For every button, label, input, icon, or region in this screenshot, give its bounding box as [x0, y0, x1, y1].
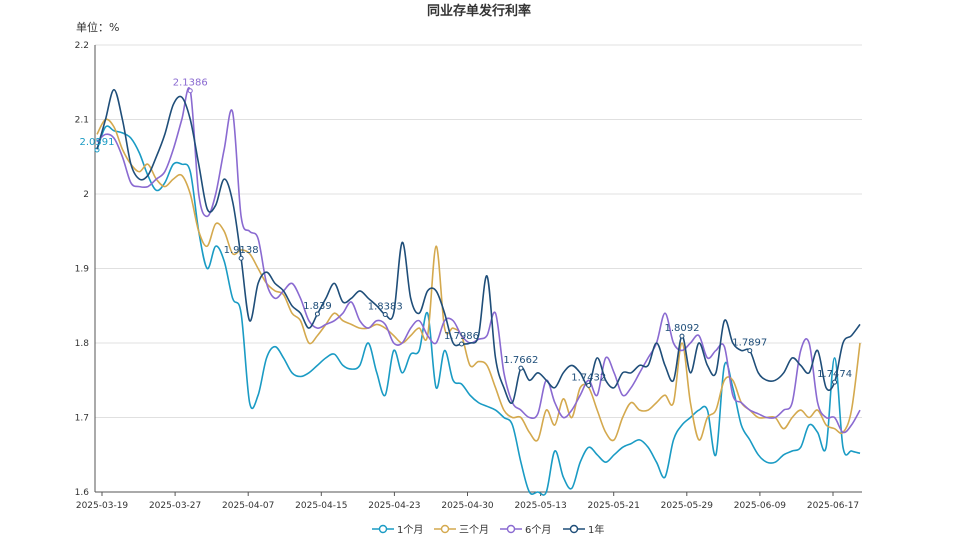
data-label: 1.7662: [503, 355, 538, 366]
data-point: [314, 311, 320, 317]
data-point: [679, 333, 685, 339]
x-tick-label: 2025-05-21: [588, 501, 640, 511]
data-point: [382, 311, 388, 317]
data-point: [586, 382, 592, 388]
y-tick-label: 1.8: [75, 339, 90, 349]
data-point: [238, 255, 244, 261]
data-label: 1.8383: [368, 301, 403, 312]
data-point: [832, 379, 838, 385]
series-4: [96, 88, 861, 405]
data-point: [187, 88, 193, 94]
legend-item-3[interactable]: 6个月: [500, 524, 551, 536]
unit-label: 单位：%: [76, 20, 119, 34]
data-label: 1.7986: [444, 331, 479, 342]
y-tick-label: 1.7: [75, 414, 89, 424]
series-line: [96, 125, 861, 496]
y-tick-label: 2.2: [75, 41, 89, 51]
legend-label: 三个月: [459, 524, 489, 536]
series-1: [94, 125, 861, 496]
series-line: [96, 118, 861, 442]
y-tick-label: 2: [83, 190, 89, 200]
x-tick-label: 2025-06-17: [807, 501, 859, 511]
x-tick-label: 2025-05-13: [514, 501, 566, 511]
data-label: 1.9138: [224, 245, 259, 256]
x-tick-label: 2025-03-19: [76, 501, 129, 511]
legend-marker: [378, 524, 388, 534]
data-point: [518, 365, 524, 371]
x-tick-label: 2025-04-07: [222, 501, 274, 511]
legend-label: 6个月: [525, 524, 551, 536]
x-tick-label: 2025-04-30: [441, 501, 494, 511]
data-label: 1.7432: [571, 372, 606, 383]
data-label: 1.839: [303, 301, 332, 312]
data-point: [459, 341, 465, 347]
data-label: 1.8092: [664, 323, 699, 334]
series-line: [96, 88, 861, 405]
x-tick-label: 2025-04-23: [368, 501, 420, 511]
series-group: [94, 87, 861, 496]
axes: 1.6 1.7 1.8 1.9 2 2.1 2.2 2025-03-19 2025-03-27 2…: [75, 41, 862, 511]
x-tick-label: 2025-04-15: [295, 501, 347, 511]
x-tick-label: 2025-05-29: [661, 501, 714, 511]
legend-item-2[interactable]: 三个月: [434, 524, 489, 536]
legend-marker: [569, 524, 579, 534]
legend-marker: [440, 524, 450, 534]
data-labels: 2.0591 2.1386 1.9138 1.839 1.8383 1.7986 1.766…: [80, 78, 853, 384]
data-label: 2.0591: [80, 137, 115, 148]
y-tick-label: 2.1: [75, 116, 89, 126]
series-2: [96, 118, 861, 442]
legend: 1个月 三个月 6个月 1年: [372, 523, 604, 536]
chart-title: 同业存单发行利率: [427, 3, 531, 19]
legend-marker: [506, 524, 516, 534]
legend-item-1[interactable]: 1个月: [372, 524, 423, 536]
legend-item-4[interactable]: 1年: [563, 523, 604, 536]
grid: [95, 44, 862, 493]
data-label: 1.7897: [732, 338, 767, 349]
data-label: 2.1386: [173, 78, 208, 89]
x-tick-label: 2025-03-27: [149, 501, 201, 511]
data-point: [747, 348, 753, 354]
y-tick-label: 1.6: [75, 488, 90, 498]
legend-label: 1年: [588, 523, 604, 536]
x-tick-label: 2025-06-09: [734, 501, 787, 511]
data-label: 1.7474: [817, 369, 852, 380]
legend-label: 1个月: [397, 524, 423, 536]
y-tick-label: 1.9: [75, 265, 90, 275]
